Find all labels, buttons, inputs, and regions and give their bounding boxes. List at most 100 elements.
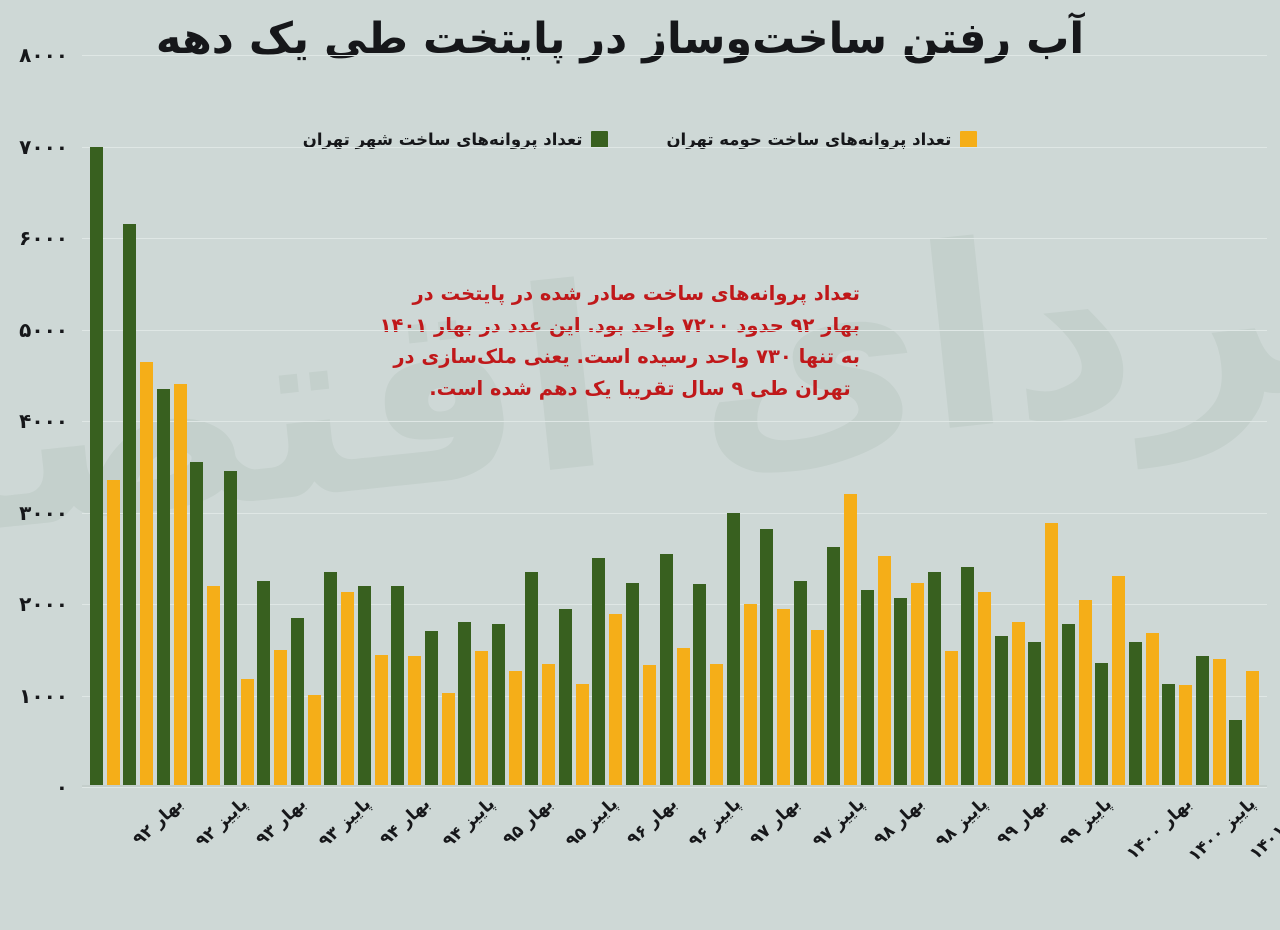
bar-city-tehran[interactable] — [961, 567, 975, 787]
bar-group[interactable] — [256, 55, 290, 787]
bar-group[interactable] — [859, 55, 893, 787]
bar-city-tehran[interactable] — [525, 571, 539, 787]
bar-suburbs-tehran[interactable] — [1212, 658, 1226, 787]
bar-group[interactable] — [926, 55, 960, 787]
bar-group[interactable] — [825, 55, 859, 787]
bar-suburbs-tehran[interactable] — [1145, 633, 1159, 787]
bar-suburbs-tehran[interactable] — [877, 555, 891, 787]
bar-suburbs-tehran[interactable] — [676, 647, 690, 787]
bar-suburbs-tehran[interactable] — [1011, 622, 1025, 787]
bar-city-tehran[interactable] — [156, 388, 170, 787]
bar-suburbs-tehran[interactable] — [1045, 523, 1059, 787]
bar-city-tehran[interactable] — [1128, 642, 1142, 787]
bar-group[interactable] — [289, 55, 323, 787]
bar-group[interactable] — [1194, 55, 1228, 787]
bar-city-tehran[interactable] — [726, 512, 740, 787]
bar-city-tehran[interactable] — [927, 571, 941, 787]
bar-group[interactable] — [993, 55, 1027, 787]
bar-city-tehran[interactable] — [558, 608, 572, 787]
bar-city-tehran[interactable] — [793, 581, 807, 787]
bar-group[interactable] — [189, 55, 223, 787]
bar-city-tehran[interactable] — [190, 462, 204, 787]
bar-group[interactable] — [792, 55, 826, 787]
bar-group[interactable] — [1060, 55, 1094, 787]
bar-suburbs-tehran[interactable] — [643, 665, 656, 787]
bar-suburbs-tehran[interactable] — [844, 494, 858, 787]
bar-suburbs-tehran[interactable] — [307, 694, 321, 787]
bar-city-tehran[interactable] — [1095, 662, 1109, 787]
bar-group[interactable] — [1228, 55, 1262, 787]
bar-group[interactable] — [155, 55, 189, 787]
bar-city-tehran[interactable] — [626, 582, 639, 787]
bar-suburbs-tehran[interactable] — [1179, 684, 1193, 787]
bar-city-tehran[interactable] — [760, 528, 774, 787]
bar-city-tehran[interactable] — [994, 636, 1008, 787]
bar-suburbs-tehran[interactable] — [911, 582, 925, 787]
bar-suburbs-tehran[interactable] — [240, 679, 254, 787]
bar-suburbs-tehran[interactable] — [274, 649, 288, 787]
bar-group[interactable] — [658, 55, 692, 787]
bar-suburbs-tehran[interactable] — [341, 592, 355, 787]
bar-suburbs-tehran[interactable] — [441, 692, 455, 787]
bar-group[interactable] — [423, 55, 457, 787]
bar-city-tehran[interactable] — [290, 617, 304, 787]
bar-group[interactable] — [1026, 55, 1060, 787]
bar-group[interactable] — [557, 55, 591, 787]
bar-city-tehran[interactable] — [324, 571, 338, 787]
bar-city-tehran[interactable] — [458, 622, 472, 787]
bar-suburbs-tehran[interactable] — [575, 683, 589, 787]
bar-city-tehran[interactable] — [491, 624, 505, 787]
bar-suburbs-tehran[interactable] — [743, 604, 757, 787]
bar-suburbs-tehran[interactable] — [173, 384, 187, 787]
bar-city-tehran[interactable] — [357, 585, 371, 787]
bar-group[interactable] — [591, 55, 625, 787]
bar-city-tehran[interactable] — [860, 590, 874, 787]
bar-city-tehran[interactable] — [659, 553, 673, 787]
bar-group[interactable] — [1093, 55, 1127, 787]
bar-city-tehran[interactable] — [1028, 642, 1042, 787]
bar-suburbs-tehran[interactable] — [475, 650, 489, 787]
bar-group[interactable] — [691, 55, 725, 787]
bar-group[interactable] — [222, 55, 256, 787]
bar-group[interactable] — [490, 55, 524, 787]
bar-group[interactable] — [88, 55, 122, 787]
bar-suburbs-tehran[interactable] — [609, 614, 623, 787]
bar-suburbs-tehran[interactable] — [207, 585, 221, 787]
bar-city-tehran[interactable] — [424, 631, 438, 787]
bar-suburbs-tehran[interactable] — [810, 629, 824, 787]
bar-group[interactable] — [390, 55, 424, 787]
bar-suburbs-tehran[interactable] — [408, 656, 422, 787]
bar-city-tehran[interactable] — [1061, 624, 1075, 787]
bar-suburbs-tehran[interactable] — [542, 664, 556, 787]
bar-city-tehran[interactable] — [894, 597, 908, 787]
bar-city-tehran[interactable] — [1162, 683, 1176, 787]
bar-suburbs-tehran[interactable] — [140, 361, 154, 787]
bar-group[interactable] — [1161, 55, 1195, 787]
bar-suburbs-tehran[interactable] — [944, 650, 958, 787]
bar-group[interactable] — [1127, 55, 1161, 787]
bar-suburbs-tehran[interactable] — [1246, 670, 1260, 787]
bar-city-tehran[interactable] — [391, 585, 405, 787]
bar-group[interactable] — [758, 55, 792, 787]
bar-suburbs-tehran[interactable] — [777, 608, 791, 787]
bar-group[interactable] — [959, 55, 993, 787]
legend-item-city[interactable]: تعداد پروانه‌های ساخت شهر تهران — [303, 130, 609, 149]
bar-city-tehran[interactable] — [1195, 656, 1209, 787]
bar-city-tehran[interactable] — [693, 583, 707, 787]
bar-suburbs-tehran[interactable] — [1078, 600, 1092, 787]
bar-city-tehran[interactable] — [592, 558, 606, 787]
bar-group[interactable] — [892, 55, 926, 787]
bar-suburbs-tehran[interactable] — [374, 655, 388, 787]
bar-suburbs-tehran[interactable] — [106, 480, 120, 787]
legend-item-suburbs[interactable]: تعداد پروانه‌های ساخت حومه تهران — [666, 130, 978, 149]
bar-suburbs-tehran[interactable] — [710, 664, 724, 787]
bar-city-tehran[interactable] — [827, 547, 841, 787]
bar-group[interactable] — [323, 55, 357, 787]
bar-group[interactable] — [457, 55, 491, 787]
bar-group[interactable] — [524, 55, 558, 787]
bar-city-tehran[interactable] — [1229, 720, 1243, 787]
bar-group[interactable] — [725, 55, 759, 787]
bar-suburbs-tehran[interactable] — [1112, 575, 1126, 787]
bar-group[interactable] — [356, 55, 390, 787]
bar-city-tehran[interactable] — [257, 581, 271, 787]
